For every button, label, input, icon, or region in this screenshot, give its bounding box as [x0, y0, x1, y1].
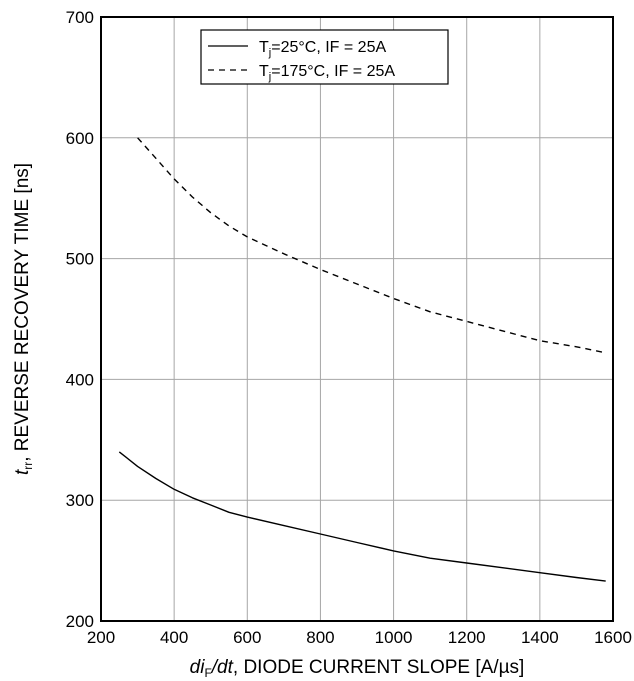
series-line-2	[138, 138, 606, 353]
y-tick-label: 500	[66, 250, 94, 269]
y-tick-label: 700	[66, 8, 94, 27]
x-tick-label: 1400	[521, 628, 559, 647]
x-tick-labels: 200 400 600 800 1000 1200 1400 1600	[87, 628, 632, 647]
y-axis-label: trr, REVERSE RECOVERY TIME [ns]	[12, 163, 35, 475]
y-tick-label: 300	[66, 491, 94, 510]
x-axis-label: diF/dt, DIODE CURRENT SLOPE [A/µs]	[190, 657, 525, 680]
y-tick-label: 400	[66, 370, 94, 389]
x-tick-label: 1600	[594, 628, 632, 647]
x-tick-label: 800	[306, 628, 334, 647]
x-tick-label: 600	[233, 628, 261, 647]
x-tick-label: 1000	[375, 628, 413, 647]
plot-frame	[101, 17, 613, 621]
y-tick-label: 600	[66, 129, 94, 148]
series-group	[119, 138, 605, 581]
x-tick-label: 1200	[448, 628, 486, 647]
series-line-1	[119, 452, 605, 581]
y-tick-label: 200	[66, 612, 94, 631]
y-tick-labels: 200 300 400 500 600 700	[66, 8, 94, 631]
x-tick-label: 400	[160, 628, 188, 647]
legend: Tj=25°C, IF = 25A Tj=175°C, IF = 25A	[201, 30, 448, 84]
grid	[101, 17, 613, 621]
